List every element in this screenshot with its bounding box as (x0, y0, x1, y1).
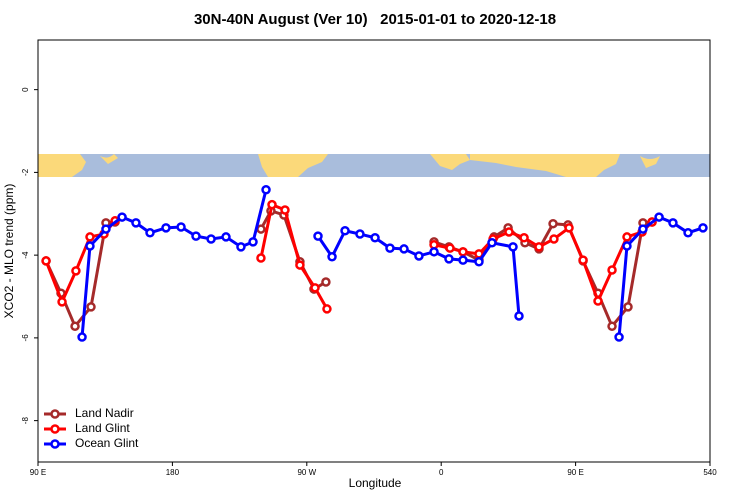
map-strip (38, 154, 710, 177)
data-point (176, 222, 186, 232)
series-line (80, 189, 704, 338)
data-point (41, 256, 51, 266)
data-point (668, 218, 678, 228)
chart-title: 30N-40N August (Ver 10) 2015-01-01 to 20… (194, 11, 556, 28)
data-point (370, 233, 380, 243)
y-tick-label: -2 (21, 168, 30, 176)
data-point (564, 223, 574, 233)
y-tick-label: -8 (21, 417, 30, 425)
data-point (322, 304, 332, 314)
data-point (267, 199, 277, 210)
data-point (161, 223, 171, 233)
data-point (280, 205, 290, 215)
data-point (578, 255, 588, 265)
x-axis-label: Longitude (349, 476, 402, 490)
data-point (310, 283, 320, 293)
data-point (191, 231, 201, 241)
data-point (514, 311, 524, 321)
data-point (654, 212, 664, 222)
data-point (458, 255, 468, 265)
x-tick-label: 90 E (567, 468, 583, 477)
data-point (683, 228, 693, 238)
data-point (236, 242, 246, 252)
legend-marker (50, 439, 60, 449)
data-point (444, 254, 454, 264)
data-point (340, 225, 350, 236)
x-tick-label: 90 E (30, 468, 46, 477)
legend-label: Land Nadir (75, 406, 134, 420)
plot-frame (37, 39, 711, 463)
y-tick-label: 0 (21, 87, 30, 92)
data-point (101, 224, 111, 234)
data-point (327, 252, 337, 262)
data-point (399, 244, 409, 254)
data-point (548, 218, 558, 229)
data-point (445, 243, 455, 253)
data-point (519, 233, 529, 243)
data-point (221, 232, 231, 242)
data-point (487, 237, 497, 248)
data-point (131, 218, 141, 228)
x-tick-label: 0 (439, 468, 444, 477)
x-tick-label: 90 W (297, 468, 316, 477)
data-point (57, 297, 67, 307)
data-point (622, 241, 632, 251)
data-point (256, 224, 266, 234)
data-point (474, 257, 484, 267)
data-point (261, 185, 271, 195)
data-point (534, 242, 544, 252)
x-tick-label: 540 (703, 468, 717, 477)
data-point (607, 265, 617, 275)
data-point (256, 253, 266, 263)
data-point (85, 241, 95, 251)
data-point (70, 321, 80, 332)
data-point (355, 229, 365, 239)
data-point (622, 232, 632, 242)
data-point (313, 231, 323, 241)
data-point (385, 243, 395, 253)
data-point (86, 302, 96, 312)
data-point (77, 332, 87, 342)
y-tick-label: -4 (21, 251, 30, 259)
legend-label: Ocean Glint (75, 436, 139, 450)
data-point (458, 247, 468, 257)
y-tick-label: -6 (21, 334, 30, 342)
data-point (623, 302, 633, 312)
data-point (414, 251, 424, 261)
data-point (614, 332, 624, 342)
data-point (607, 321, 617, 332)
series-line (44, 209, 653, 330)
data-point (71, 266, 81, 276)
data-point (504, 227, 514, 237)
data-point (549, 234, 559, 244)
data-point (508, 242, 518, 252)
data-point (295, 260, 305, 270)
data-point (85, 232, 95, 242)
data-point (321, 277, 331, 287)
data-point (206, 234, 216, 244)
legend-label: Land Glint (75, 421, 130, 435)
data-point (638, 224, 648, 234)
data-point (145, 228, 155, 238)
y-axis-label: XCO2 - MLO trend (ppm) (2, 184, 16, 319)
data-point (698, 223, 708, 233)
x-tick-label: 180 (166, 468, 180, 477)
legend-marker (50, 409, 60, 419)
data-point (593, 296, 603, 306)
legend-marker (50, 424, 60, 434)
data-point (117, 212, 127, 222)
data-point (429, 247, 439, 257)
data-point (248, 237, 258, 247)
